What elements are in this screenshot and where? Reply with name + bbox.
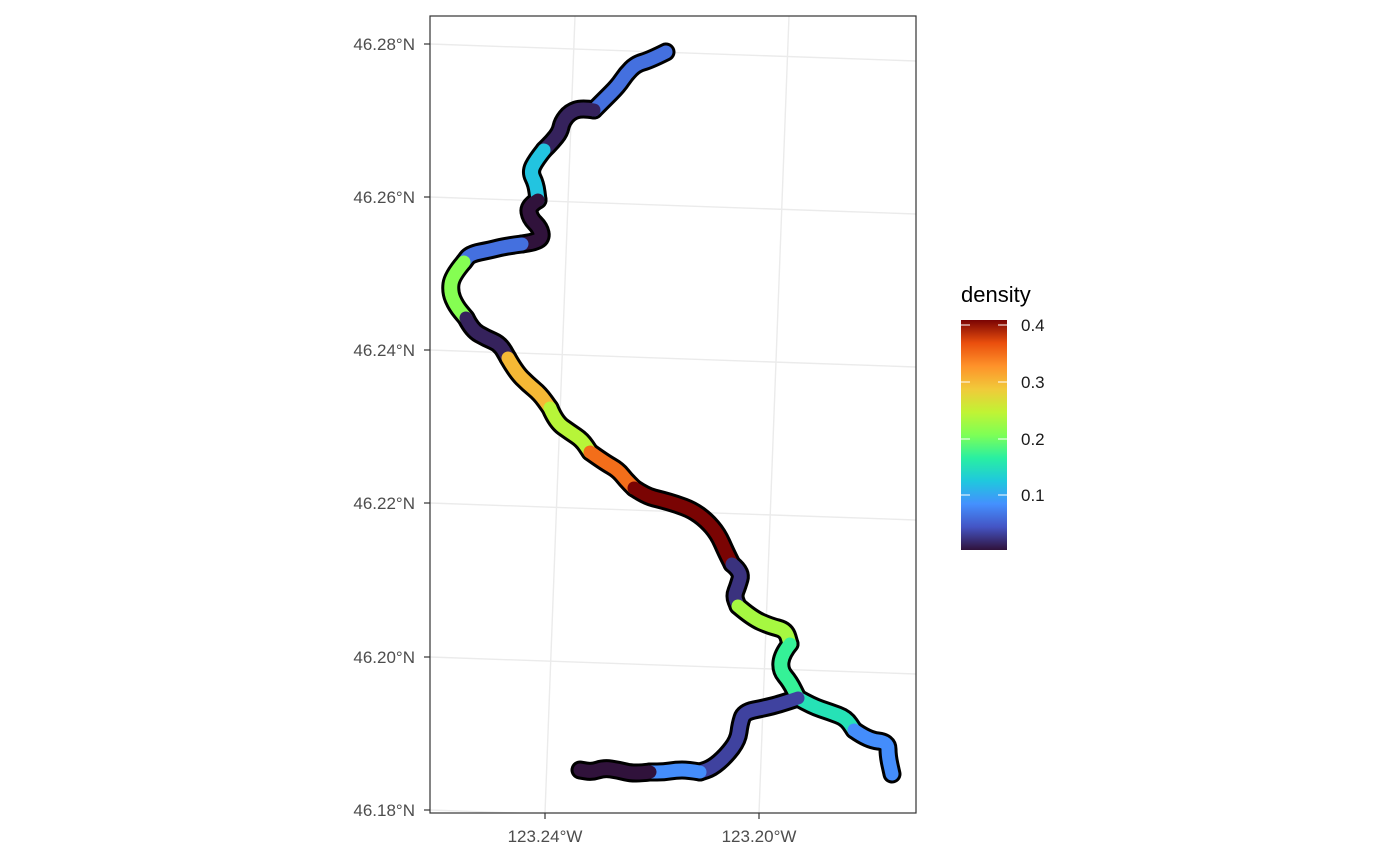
stream-segment-upper-1 [587,45,673,117]
stream-segment-mid-1 [583,445,641,495]
graticule-lat-46.20 [430,656,916,675]
y-tick-label: 46.18°N [353,801,415,820]
stream-segment-mid-5 [774,637,805,705]
stream-segment-lower-2 [643,763,707,779]
y-tick-label: 46.28°N [353,35,415,54]
stream-segment-trib-2 [847,723,899,781]
stream-segment-mid-4 [731,599,797,651]
legend-label: 0.2 [1021,430,1045,449]
x-tick-label: 123.20°W [722,827,797,846]
stream-segment-lower-3 [573,762,657,780]
stream-segment-upper-9 [543,401,597,459]
stream-segment-trib-1 [791,691,861,737]
stream-segment-upper-4 [515,193,548,251]
x-tick-label: 123.24°W [508,827,583,846]
y-axis: 46.28°N 46.26°N 46.24°N 46.22°N 46.20°N … [353,35,430,820]
stream-segment-lower-1 [693,691,805,779]
y-tick-label: 46.24°N [353,341,415,360]
legend-colorbar [961,320,1007,550]
legend-label: 0.4 [1021,316,1045,335]
legend-ticks [961,324,1007,496]
y-tick-label: 46.26°N [353,188,415,207]
map-panel [430,16,916,813]
density-legend: density 0.4 0.3 0.2 0.1 [961,282,1045,550]
legend-label: 0.1 [1021,486,1045,505]
x-axis: 123.24°W 123.20°W [508,813,797,846]
graticule-lat-46.26 [430,196,916,215]
stream-fill [444,45,899,781]
stream-segment-upper-7 [459,311,515,365]
y-tick-label: 46.22°N [353,494,415,513]
panel-border [429,15,917,814]
legend-label: 0.3 [1021,373,1045,392]
stream-segment-upper-2 [537,102,601,157]
stream-segment-upper-6 [444,255,473,325]
stream-segment-upper-8 [501,351,557,415]
graticule-lon-123.20 [758,16,790,813]
legend-title: density [961,282,1031,307]
stream-segment-mid-2 [627,481,739,571]
stream-network [441,42,902,784]
stream-segment-upper-5 [457,237,529,269]
stream-segment-mid-3 [725,557,747,613]
y-tick-label: 46.20°N [353,648,415,667]
stream-segment-upper-3 [525,143,551,207]
